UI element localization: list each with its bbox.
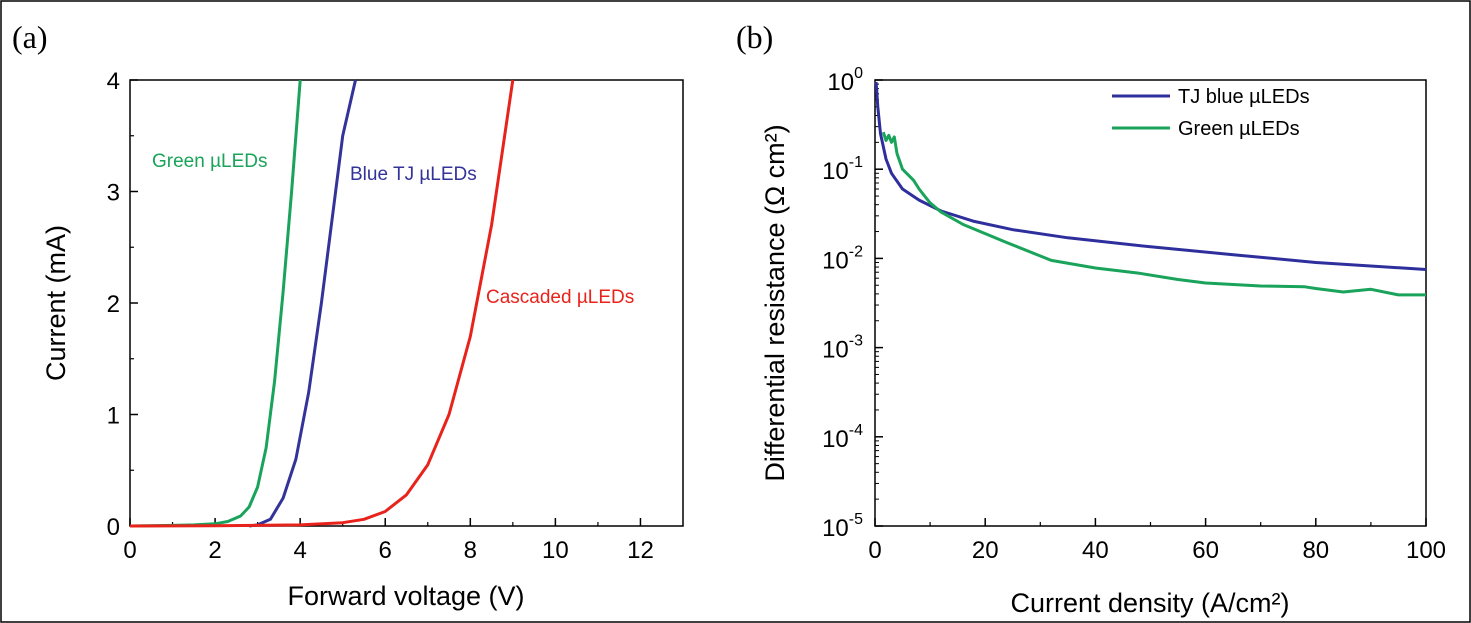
x-tick-label-a: 4	[293, 537, 306, 564]
x-tick-label-b: 80	[1302, 537, 1329, 564]
lines-a	[129, 79, 515, 528]
x-tick-label-b: 40	[1082, 537, 1109, 564]
series-line-a-2	[129, 79, 515, 528]
x-tick-label-b: 0	[868, 537, 881, 564]
y-tick-label-a: 0	[107, 514, 120, 541]
y-axis-label-b: Differential resistance (Ω cm²)	[760, 124, 790, 481]
panel-letter-a: (a)	[12, 19, 48, 55]
y-axis-label-a: Current (mA)	[41, 225, 71, 381]
x-tick-label-a: 8	[464, 537, 477, 564]
legend-b: TJ blue µLEDs Green µLEDs	[1112, 86, 1310, 140]
y-tick-label-a: 4	[107, 68, 120, 95]
y-tick-label-b: 10-5	[822, 511, 863, 542]
y-tick-label-b: 100	[827, 65, 863, 96]
series-line-a-1	[248, 79, 357, 528]
y-tick-label-a: 1	[107, 403, 120, 430]
x-tick-label-b: 60	[1192, 537, 1219, 564]
series-line-b-1	[881, 131, 1426, 297]
y-tick-label-b: 10-4	[822, 422, 863, 453]
x-tick-label-b: 100	[1406, 537, 1446, 564]
x-tick-label-a: 12	[627, 537, 654, 564]
panel-letter-b: (b)	[736, 19, 773, 55]
series-label-green: Green µLEDs	[152, 151, 268, 172]
lines-b	[874, 81, 1427, 297]
y-tick-label-b: 10-2	[822, 243, 863, 274]
series-label-cascaded: Cascaded µLEDs	[486, 287, 634, 308]
x-tick-label-a: 10	[542, 537, 569, 564]
y-tick-label-b: 10-1	[822, 154, 863, 185]
x-tick-label-a: 0	[123, 537, 136, 564]
y-tick-label-b: 10-3	[822, 333, 863, 364]
y-tick-label-a: 2	[107, 291, 120, 318]
x-tick-label-b: 20	[972, 537, 999, 564]
series-label-blue-tj: Blue TJ µLEDs	[350, 164, 477, 185]
legend-label-tj-blue: TJ blue µLEDs	[1178, 86, 1310, 108]
y-tick-label-a: 3	[107, 180, 120, 207]
ticks-b: 0 20 40 60 80 100 100 10-1 10-2 10-3 10-4 10-5	[822, 65, 1446, 564]
x-tick-label-a: 2	[208, 537, 221, 564]
x-axis-label-b: Current density (A/cm²)	[1010, 588, 1289, 618]
legend-label-green: Green µLEDs	[1178, 118, 1300, 140]
x-tick-label-a: 6	[379, 537, 392, 564]
x-axis-label-a: Forward voltage (V)	[287, 581, 524, 611]
